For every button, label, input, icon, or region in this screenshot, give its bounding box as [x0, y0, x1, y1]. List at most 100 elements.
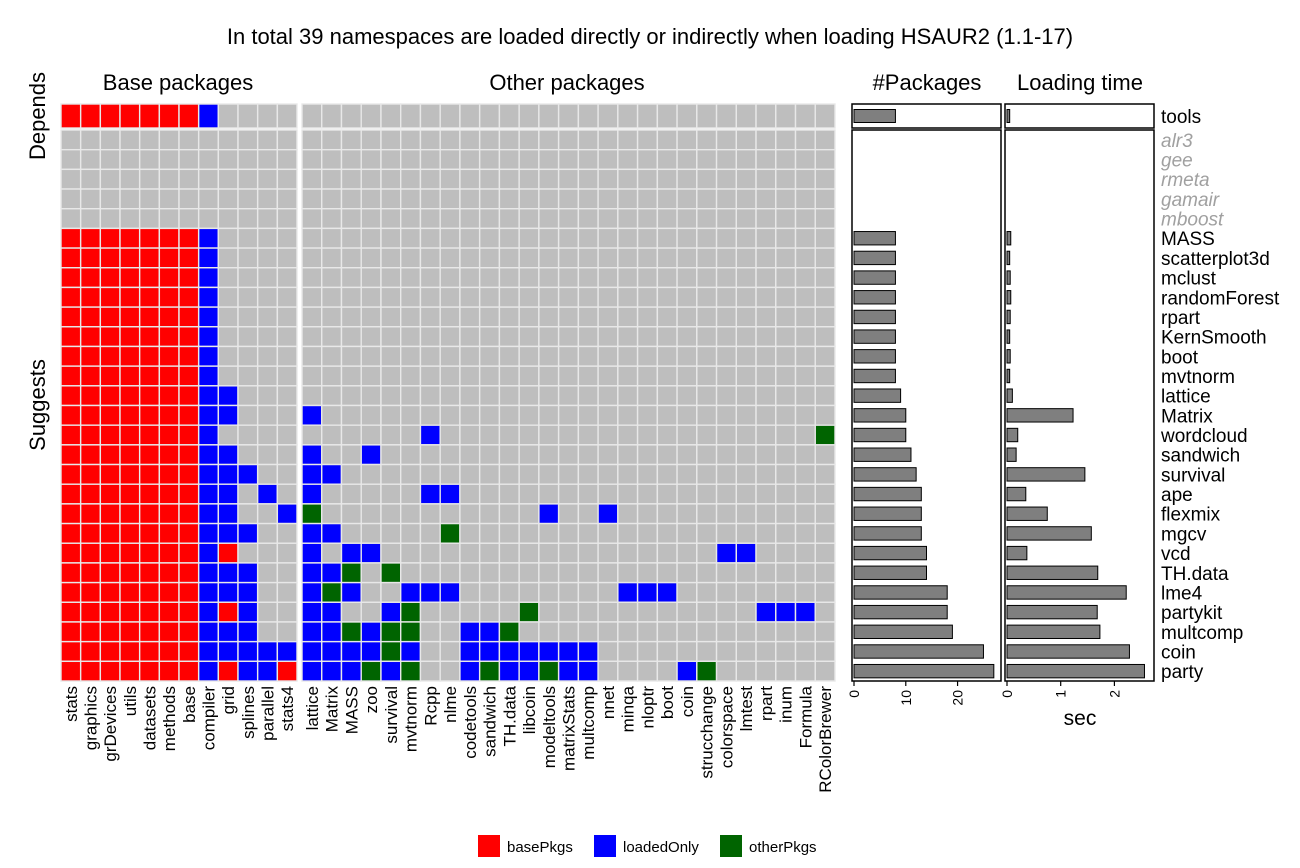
cell-suggests-MASS-parallel	[256, 227, 279, 249]
cell-suggests-Matrix-sandwich	[478, 404, 501, 426]
cell-suggests-gee-nlme	[439, 148, 461, 171]
cell-suggests-gee-rpart	[755, 148, 777, 171]
cell-suggests-survival-matrixStats	[557, 463, 580, 485]
time-bar-TH.data	[1006, 565, 1099, 580]
cell-suggests-rmeta-inum	[775, 168, 797, 190]
cell-suggests-alr3-coin	[676, 129, 698, 151]
cell-suggests-gee-lmtest	[735, 148, 757, 171]
cell-suggests-scatterplot3d-sandwich	[478, 247, 501, 269]
cell-suggests-ape-multcomp	[577, 483, 599, 505]
cell-suggests-rpart-Formula	[794, 306, 816, 328]
column-label-compiler: compiler	[200, 686, 219, 751]
cell-suggests-rmeta-mvtnorm	[400, 168, 422, 190]
cell-suggests-mvtnorm-RColorBrewer	[814, 365, 836, 387]
row-label-rmeta: rmeta	[1161, 170, 1210, 191]
cell-suggests-Matrix-Formula	[794, 404, 816, 426]
cell-suggests-ape-Rcpp	[419, 483, 441, 505]
cell-suggests-lme4-minqa	[617, 581, 639, 603]
cell-suggests-mgcv-nnet	[597, 522, 619, 544]
cell-suggests-survival-grDevices	[99, 463, 121, 485]
cell-suggests-rpart-parallel	[256, 306, 279, 328]
cell-suggests-rpart-colorspace	[715, 306, 737, 328]
cell-suggests-partykit-parallel	[256, 601, 279, 623]
cell-suggests-scatterplot3d-graphics	[79, 247, 102, 269]
cell-suggests-wordcloud-rpart	[755, 424, 777, 446]
row-label-multcomp: multcomp	[1161, 623, 1243, 644]
cell-suggests-TH.data-stats	[60, 562, 82, 584]
cell-suggests-multcomp-inum	[775, 621, 797, 643]
cell-suggests-scatterplot3d-MASS	[340, 247, 362, 269]
cell-suggests-sandwich-nloptr	[636, 444, 659, 466]
cell-suggests-party-multcomp	[577, 660, 599, 682]
column-label-datasets: datasets	[141, 686, 160, 750]
cell-suggests-wordcloud-zoo	[360, 424, 382, 446]
column-label-rpart: rpart	[757, 686, 776, 721]
cell-suggests-survival-lmtest	[735, 463, 757, 485]
column-label-TH.data: TH.data	[500, 685, 519, 746]
cell-suggests-party-strucchange	[696, 660, 718, 682]
cell-suggests-partykit-libcoin	[518, 601, 540, 623]
cell-suggests-TH.data-nnet	[597, 562, 619, 584]
cell-suggests-ape-grDevices	[99, 483, 121, 505]
cell-suggests-survival-sandwich	[478, 463, 501, 485]
cell-suggests-multcomp-modeltools	[538, 621, 560, 643]
cell-suggests-mclust-minqa	[617, 267, 639, 289]
cell-suggests-gamair-sandwich	[478, 188, 501, 210]
cell-suggests-rmeta-MASS	[340, 168, 362, 190]
cell-suggests-mboost-survival	[380, 208, 402, 230]
cell-suggests-partykit-sandwich	[478, 601, 501, 623]
cell-suggests-sandwich-Matrix	[321, 444, 343, 466]
column-label-Formula: Formula	[796, 685, 815, 748]
cell-suggests-vcd-utils	[119, 542, 141, 564]
cell-suggests-survival-Matrix	[321, 463, 343, 485]
cell-suggests-multcomp-codetools	[459, 621, 481, 643]
cell-suggests-rpart-codetools	[459, 306, 481, 328]
cell-suggests-lme4-datasets	[138, 581, 161, 603]
cell-suggests-rpart-zoo	[360, 306, 382, 328]
cell-suggests-survival-Rcpp	[419, 463, 441, 485]
cell-suggests-lattice-codetools	[459, 385, 481, 407]
cell-suggests-lattice-stats4	[276, 385, 298, 407]
cell-suggests-flexmix-splines	[237, 503, 259, 525]
cell-suggests-gamair-parallel	[256, 188, 279, 210]
cell-suggests-mboost-MASS	[340, 208, 362, 230]
cell-suggests-partykit-minqa	[617, 601, 639, 623]
cell-suggests-ape-boot	[656, 483, 678, 505]
cell-suggests-vcd-splines	[237, 542, 259, 564]
cell-suggests-alr3-multcomp	[577, 129, 599, 151]
cell-suggests-mgcv-MASS	[340, 522, 362, 544]
cell-suggests-MASS-base	[178, 227, 200, 249]
cell-suggests-coin-survival	[380, 640, 402, 663]
cell-suggests-TH.data-matrixStats	[557, 562, 580, 584]
cell-suggests-mclust-Formula	[794, 267, 816, 289]
cell-suggests-survival-parallel	[256, 463, 279, 485]
cell-suggests-randomForest-MASS	[340, 286, 362, 308]
cell-suggests-ape-lmtest	[735, 483, 757, 505]
cell-suggests-sandwich-lmtest	[735, 444, 757, 466]
cell-suggests-multcomp-utils	[119, 621, 141, 643]
cell-suggests-KernSmooth-inum	[775, 326, 797, 348]
cell-suggests-gamair-Matrix	[321, 188, 343, 210]
time-bar-coin	[1006, 644, 1130, 659]
cell-suggests-gee-survival	[380, 148, 402, 171]
cell-suggests-mgcv-coin	[676, 522, 698, 544]
cell-suggests-party-minqa	[617, 660, 639, 682]
cell-suggests-mgcv-parallel	[256, 522, 279, 544]
column-label-RColorBrewer: RColorBrewer	[816, 686, 835, 793]
cell-suggests-mboost-datasets	[138, 208, 161, 230]
cell-suggests-mboost-matrixStats	[557, 208, 580, 230]
cell-suggests-randomForest-stats4	[276, 286, 298, 308]
cell-suggests-mgcv-rpart	[755, 522, 777, 544]
cell-suggests-scatterplot3d-nlme	[439, 247, 461, 269]
cell-suggests-lattice-mvtnorm	[400, 385, 422, 407]
cell-suggests-survival-inum	[775, 463, 797, 485]
cell-suggests-vcd-codetools	[459, 542, 481, 564]
cell-suggests-lme4-methods	[158, 581, 180, 603]
cell-suggests-flexmix-stats4	[276, 503, 298, 525]
cell-suggests-flexmix-lmtest	[735, 503, 757, 525]
cell-suggests-wordcloud-nnet	[597, 424, 619, 446]
cell-suggests-scatterplot3d-stats	[60, 247, 82, 269]
cell-suggests-mgcv-libcoin	[518, 522, 540, 544]
time-panel-title: Loading time	[1017, 70, 1143, 95]
cell-suggests-mboost-grid	[217, 208, 239, 230]
